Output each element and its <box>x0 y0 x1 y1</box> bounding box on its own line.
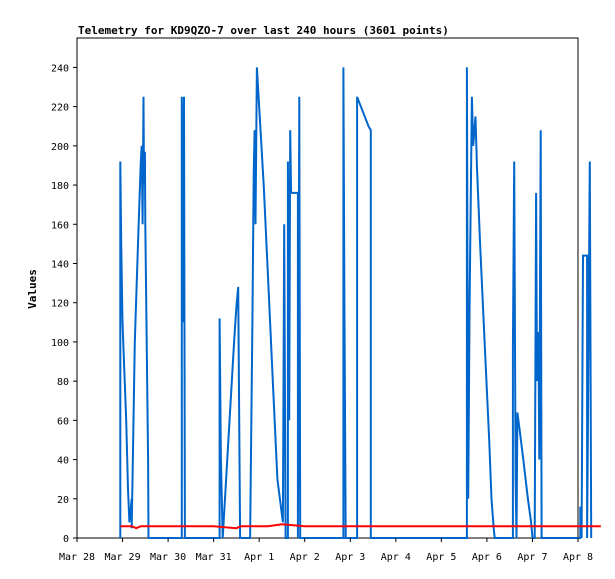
y-tick-label: 20 <box>57 495 69 506</box>
chart-title: Telemetry for KD9QZO-7 over last 240 hou… <box>78 24 449 37</box>
y-tick-label: 200 <box>51 142 69 153</box>
x-tick-label: Apr 8 <box>563 552 593 563</box>
y-tick-label: 120 <box>51 299 69 310</box>
x-tick-label: Mar 29 <box>104 552 140 563</box>
y-tick-label: 140 <box>51 259 69 270</box>
x-tick-label: Apr 4 <box>381 552 411 563</box>
y-tick-label: 160 <box>51 220 69 231</box>
y-tick-label: 60 <box>57 416 69 427</box>
y-tick-label: 80 <box>57 377 69 388</box>
x-tick-label: Apr 3 <box>335 552 365 563</box>
series-line-0 <box>119 67 593 539</box>
y-axis-label: Values <box>26 269 39 309</box>
x-tick-label: Apr 1 <box>244 552 274 563</box>
y-tick-label: 40 <box>57 456 69 467</box>
x-tick-label: Mar 30 <box>150 552 186 563</box>
y-tick-label: 220 <box>51 103 69 114</box>
x-tick-label: Apr 5 <box>426 552 456 563</box>
x-tick-label: Apr 2 <box>290 552 320 563</box>
x-axis: Mar 28 Mar 29 Mar 30 Mar 31 Apr 1 Apr 2 Apr 3 A… <box>59 538 593 563</box>
y-tick-label: 100 <box>51 338 69 349</box>
plot-area <box>76 37 601 539</box>
x-tick-label: Apr 7 <box>517 552 547 563</box>
y-axis: 0 20 40 60 80 100 120 140 160 180 200 220 240 <box>51 63 77 545</box>
series-line-1 <box>120 523 601 530</box>
x-tick-label: Mar 28 <box>59 552 95 563</box>
x-tick-label: Apr 6 <box>472 552 502 563</box>
y-tick-label: 240 <box>51 63 69 74</box>
x-tick-label: Mar 31 <box>196 552 232 563</box>
y-tick-label: 180 <box>51 181 69 192</box>
y-tick-label: 0 <box>63 534 69 545</box>
